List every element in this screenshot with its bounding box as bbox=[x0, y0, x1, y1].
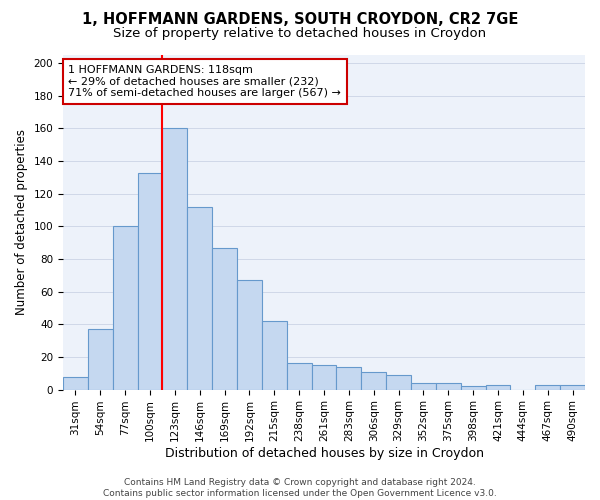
Bar bbox=[311, 365, 337, 390]
Bar bbox=[63, 376, 88, 390]
Bar bbox=[411, 383, 436, 390]
X-axis label: Distribution of detached houses by size in Croydon: Distribution of detached houses by size … bbox=[164, 447, 484, 460]
Bar bbox=[262, 321, 287, 390]
Bar bbox=[560, 384, 585, 390]
Bar bbox=[212, 248, 237, 390]
Bar bbox=[237, 280, 262, 390]
Text: 1, HOFFMANN GARDENS, SOUTH CROYDON, CR2 7GE: 1, HOFFMANN GARDENS, SOUTH CROYDON, CR2 … bbox=[82, 12, 518, 28]
Bar bbox=[386, 375, 411, 390]
Bar bbox=[436, 383, 461, 390]
Y-axis label: Number of detached properties: Number of detached properties bbox=[15, 130, 28, 316]
Bar bbox=[137, 172, 163, 390]
Bar bbox=[287, 364, 311, 390]
Bar bbox=[337, 366, 361, 390]
Text: Size of property relative to detached houses in Croydon: Size of property relative to detached ho… bbox=[113, 28, 487, 40]
Bar bbox=[485, 384, 511, 390]
Bar bbox=[535, 384, 560, 390]
Bar bbox=[88, 329, 113, 390]
Text: Contains HM Land Registry data © Crown copyright and database right 2024.
Contai: Contains HM Land Registry data © Crown c… bbox=[103, 478, 497, 498]
Bar bbox=[113, 226, 137, 390]
Bar bbox=[163, 128, 187, 390]
Bar bbox=[461, 386, 485, 390]
Bar bbox=[361, 372, 386, 390]
Text: 1 HOFFMANN GARDENS: 118sqm
← 29% of detached houses are smaller (232)
71% of sem: 1 HOFFMANN GARDENS: 118sqm ← 29% of deta… bbox=[68, 65, 341, 98]
Bar bbox=[187, 207, 212, 390]
